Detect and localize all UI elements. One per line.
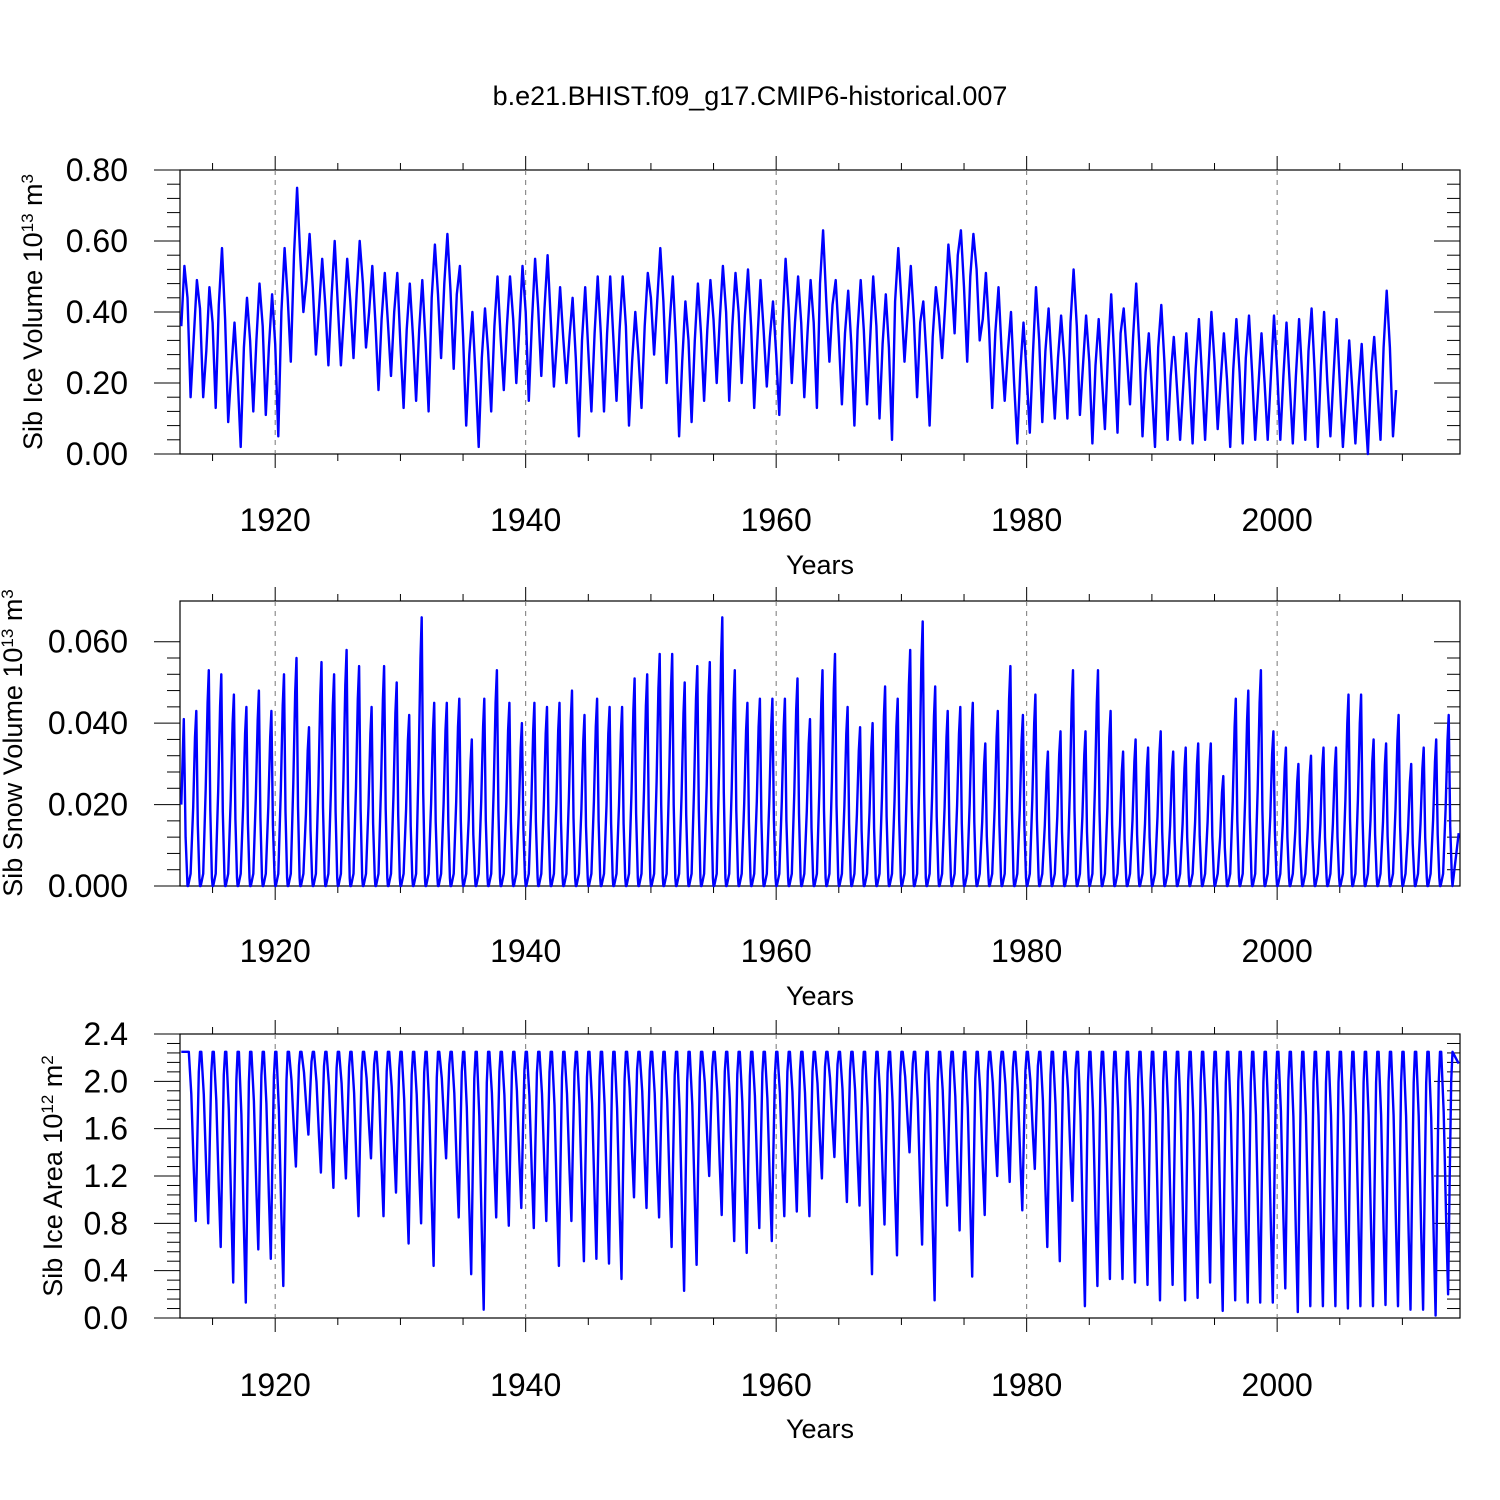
ice-area-y-title: Sib Ice Area 1012 m2	[38, 1055, 69, 1297]
snow-volume-grid	[274, 601, 1278, 886]
ice-volume-x-title: Years	[786, 550, 854, 580]
ice-volume-panel: 1920 1940 1960 1980 2000 0.00 0.20 0.40 0.60 0.80…	[18, 152, 1461, 580]
ice-area-x-tick-label: 1940	[490, 1367, 561, 1403]
snow-volume-y-title: Sib Snow Volume 1013 m3	[0, 589, 28, 897]
snow-volume-ticks: 1920 1940 1960 1980 2000 0.000 0.020 0.040 0.060	[48, 587, 1460, 969]
ice-area-line	[181, 1050, 1460, 1317]
snow-volume-panel: 1920 1940 1960 1980 2000 0.000 0.020 0.040 0.060…	[0, 587, 1461, 1011]
ice-area-y-tick-label: 1.2	[84, 1158, 128, 1194]
snow-volume-y-tick-label: 0.000	[48, 868, 128, 904]
ice-volume-grid	[274, 170, 1278, 454]
ice-volume-x-tick-label: 1980	[991, 502, 1062, 538]
ice-area-x-tick-label: 2000	[1242, 1367, 1313, 1403]
ice-volume-y-tick-label: 0.00	[66, 436, 128, 472]
ice-volume-line	[180, 186, 1398, 456]
ice-area-y-tick-label: 1.6	[84, 1111, 128, 1147]
ice-area-x-title: Years	[786, 1414, 854, 1444]
ice-area-ticks: 1920 1940 1960 1980 2000 0.0 0.4 0.8 1.2 1.6 2.0 2.…	[84, 1016, 1460, 1403]
ice-area-x-tick-label: 1920	[240, 1367, 311, 1403]
snow-volume-line	[180, 616, 1460, 888]
ice-volume-x-tick-label: 1960	[741, 502, 812, 538]
snow-volume-x-tick-label: 1940	[490, 933, 561, 969]
snow-volume-y-tick-label: 0.060	[48, 624, 128, 660]
ice-area-panel: 1920 1940 1960 1980 2000 0.0 0.4 0.8 1.2 1.6 2.0 2.…	[38, 1016, 1461, 1444]
snow-volume-x-title: Years	[786, 981, 854, 1011]
snow-volume-x-tick-label: 1980	[991, 933, 1062, 969]
figure-title: b.e21.BHIST.f09_g17.CMIP6-historical.007	[493, 81, 1008, 111]
snow-volume-x-tick-label: 1960	[741, 933, 812, 969]
snow-volume-x-tick-label: 2000	[1242, 933, 1313, 969]
ice-area-y-tick-label: 2.4	[84, 1016, 128, 1052]
ice-volume-x-tick-label: 2000	[1242, 502, 1313, 538]
ice-area-y-tick-label: 0.8	[84, 1205, 128, 1241]
ice-volume-y-tick-label: 0.60	[66, 223, 128, 259]
snow-volume-frame	[179, 600, 1461, 887]
ice-area-y-tick-label: 0.4	[84, 1253, 128, 1289]
ice-volume-y-tick-label: 0.20	[66, 365, 128, 401]
ice-volume-y-title: Sib Ice Volume 1013 m3	[18, 174, 49, 450]
snow-volume-y-tick-label: 0.020	[48, 787, 128, 823]
ice-area-y-tick-label: 2.0	[84, 1063, 128, 1099]
ice-area-y-tick-label: 0.0	[84, 1300, 128, 1336]
ice-area-x-tick-label: 1960	[741, 1367, 812, 1403]
snow-volume-y-tick-label: 0.040	[48, 705, 128, 741]
ice-volume-x-tick-label: 1940	[490, 502, 561, 538]
ice-area-x-tick-label: 1980	[991, 1367, 1062, 1403]
ice-volume-ticks: 1920 1940 1960 1980 2000 0.00 0.20 0.40 0.60 0.80	[66, 152, 1460, 538]
ice-volume-y-tick-label: 0.80	[66, 152, 128, 188]
ice-volume-y-tick-label: 0.40	[66, 294, 128, 330]
snow-volume-x-tick-label: 1920	[240, 933, 311, 969]
ice-area-grid	[274, 1034, 1278, 1318]
ice-volume-x-tick-label: 1920	[240, 502, 311, 538]
